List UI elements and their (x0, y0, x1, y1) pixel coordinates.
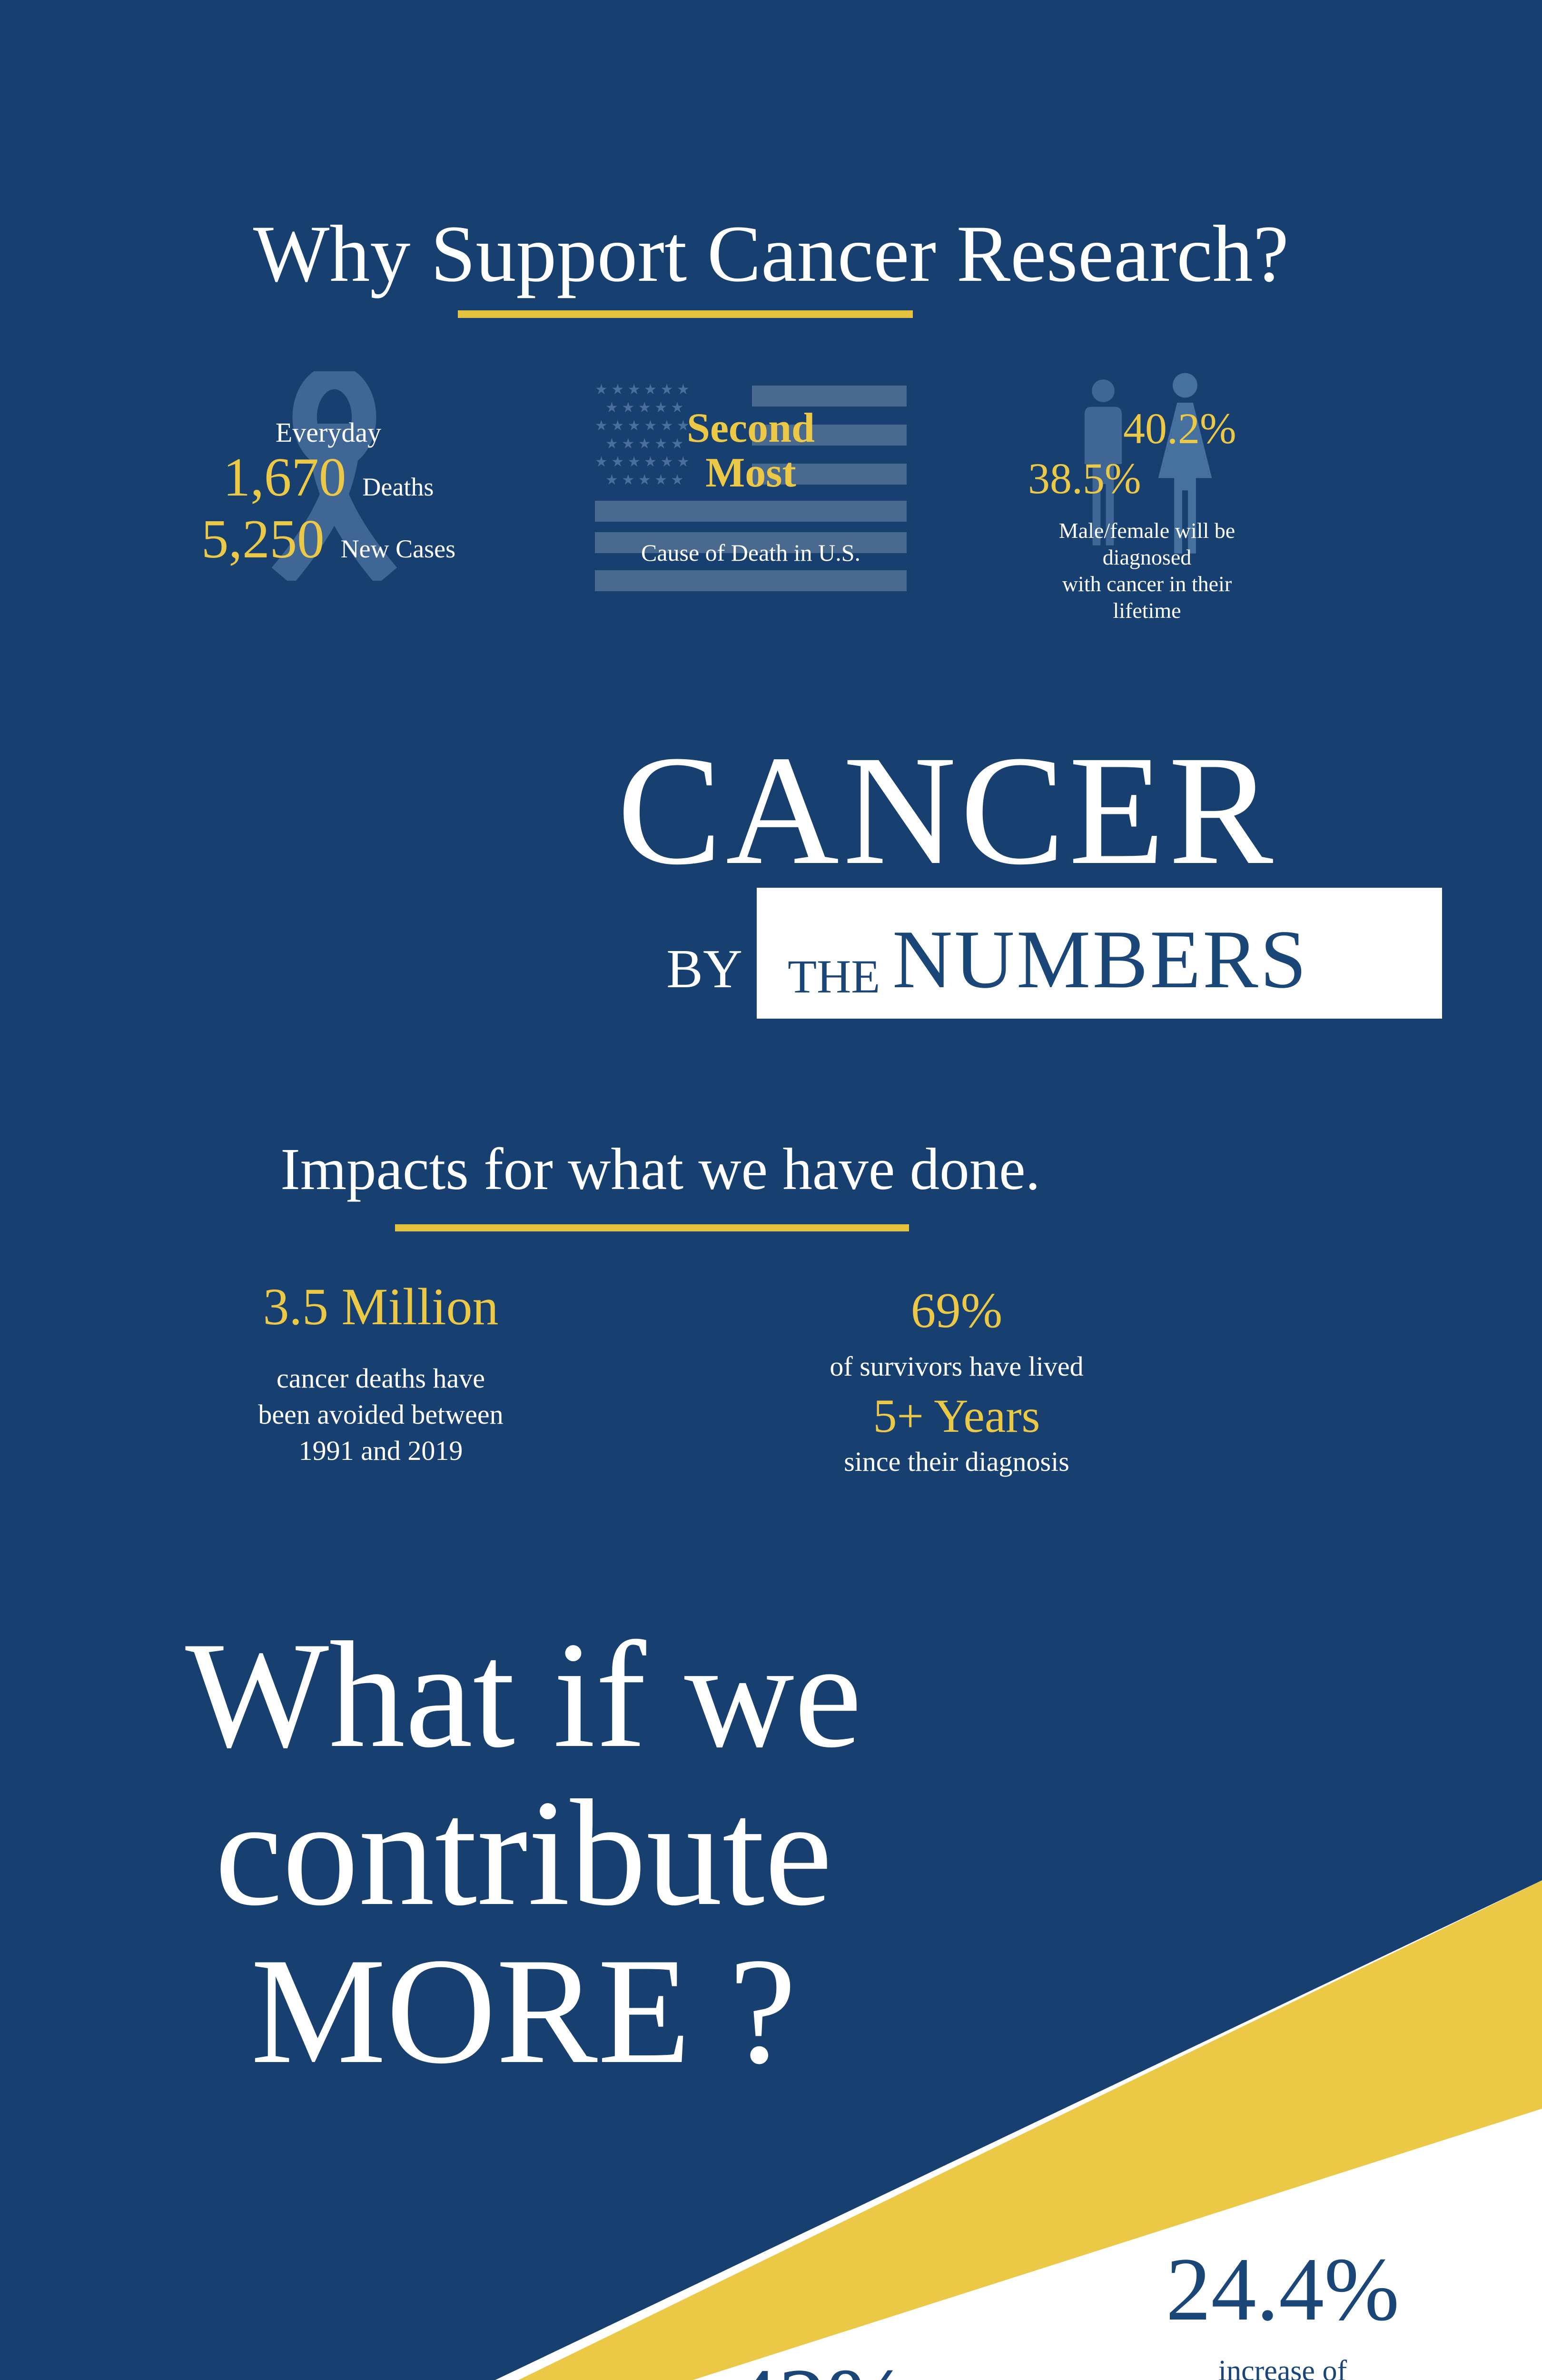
survivor-increase-stat: 24.4% increase of cancer survivors by 20… (1057, 2244, 1509, 2380)
deaths-avoided-caption-line1: cancer deaths have (277, 1363, 485, 1394)
survivor-increase-value: 24.4% (1166, 2240, 1400, 2340)
survivors-stat: 69% of survivors have lived 5+ Years sin… (766, 1285, 1147, 1480)
page-title: Why Support Cancer Research? (253, 209, 1289, 298)
avoidable-cancers-value: 42% (593, 2354, 1045, 2380)
flag-stripe (752, 425, 907, 446)
new-cases-label: New Cases (340, 535, 456, 563)
impacts-heading: Impacts for what we have done. (280, 1137, 1040, 1202)
deaths-avoided-caption: cancer deaths have been avoided between … (190, 1360, 571, 1469)
diagnosis-caption: Male/female will be diagnosed with cance… (1028, 517, 1266, 624)
survivors-caption-line1: of survivors have lived (830, 1351, 1084, 1382)
survivors-value: 69% (910, 1282, 1003, 1338)
us-flag-group: ★ ★ ★ ★ ★ ★ ★ ★ ★ ★ ★ ★ ★ ★ ★ ★ ★ ★ ★ ★ … (595, 381, 907, 593)
diagnosis-stats-group: 40.2% 38.5% Male/female will be diagnose… (1028, 371, 1266, 623)
new-cases-value: 5,250 (201, 509, 325, 569)
deaths-stat-row: 1,670 Deaths (181, 450, 476, 505)
flag-stars-row: ★ ★ ★ ★ ★ (605, 436, 684, 452)
cause-of-death-caption: Cause of Death in U.S. (641, 539, 861, 566)
everyday-stats-group: Everyday 1,670 Deaths 5,250 New Cases (181, 371, 476, 581)
flag-stripe (595, 570, 907, 591)
female-icon (1158, 373, 1212, 554)
deaths-avoided-caption-line3: 1991 and 2019 (298, 1435, 463, 1466)
everyday-label: Everyday (275, 417, 382, 448)
diagnosis-caption-line1: Male/female will be diagnosed (1058, 518, 1236, 569)
survivors-caption-line2: since their diagnosis (844, 1446, 1069, 1477)
flag-stars-row: ★ ★ ★ ★ ★ ★ (595, 418, 690, 434)
question-line3: MORE ? (250, 1927, 797, 2095)
survivor-increase-caption: increase of cancer survivors by 2032 (1057, 2352, 1509, 2380)
avoidable-cancers-stat: 42% of the projected new cancers are pot… (593, 2354, 1045, 2380)
question-headline: What if we contribute MORE ? (71, 1616, 976, 2090)
second-most-line1: Second (687, 405, 815, 451)
diagnosis-caption-line2: with cancer in their lifetime (1062, 572, 1232, 623)
question-line2: contribute (215, 1769, 832, 1937)
title-underline (458, 310, 913, 318)
new-cases-stat-row: 5,250 New Cases (181, 512, 476, 566)
deaths-label: Deaths (362, 473, 434, 501)
flag-stripe (752, 464, 907, 485)
flag-stars-row: ★ ★ ★ ★ ★ ★ (595, 382, 690, 397)
deaths-avoided-stat: 3.5 Million cancer deaths have been avoi… (190, 1280, 571, 1469)
hero-title-cancer: CANCER (617, 724, 1277, 897)
flag-stars-row: ★ ★ ★ ★ ★ (605, 472, 684, 488)
survivors-years-value: 5+ Years (873, 1389, 1040, 1442)
flag-stripe (595, 532, 907, 553)
us-flag-canton: ★ ★ ★ ★ ★ ★ ★ ★ ★ ★ ★ ★ ★ ★ ★ ★ ★ ★ ★ ★ … (595, 381, 752, 490)
question-line1: What if we (185, 1611, 862, 1779)
flag-stars-row: ★ ★ ★ ★ ★ ★ (595, 454, 690, 470)
female-diagnosis-rate: 40.2% (1123, 404, 1236, 453)
hero-word-the: THE (788, 950, 880, 1003)
flag-stars-row: ★ ★ ★ ★ ★ (605, 400, 684, 416)
male-diagnosis-rate: 38.5% (1028, 454, 1141, 503)
deaths-value: 1,670 (223, 447, 346, 507)
increase-caption-line1: increase of (1218, 2355, 1347, 2380)
hero-word-by: BY (666, 939, 742, 999)
awareness-ribbon-icon (271, 371, 397, 581)
deaths-avoided-caption-line2: been avoided between (258, 1399, 504, 1430)
deaths-avoided-value: 3.5 Million (263, 1278, 499, 1336)
male-icon (1084, 379, 1122, 545)
second-most-line2: Most (705, 450, 796, 496)
hero-word-numbers: NUMBERS (892, 913, 1309, 1005)
flag-stripe (595, 501, 907, 522)
flag-stripe (752, 386, 907, 407)
impacts-underline (395, 1224, 909, 1231)
hero-white-box (757, 888, 1442, 1019)
